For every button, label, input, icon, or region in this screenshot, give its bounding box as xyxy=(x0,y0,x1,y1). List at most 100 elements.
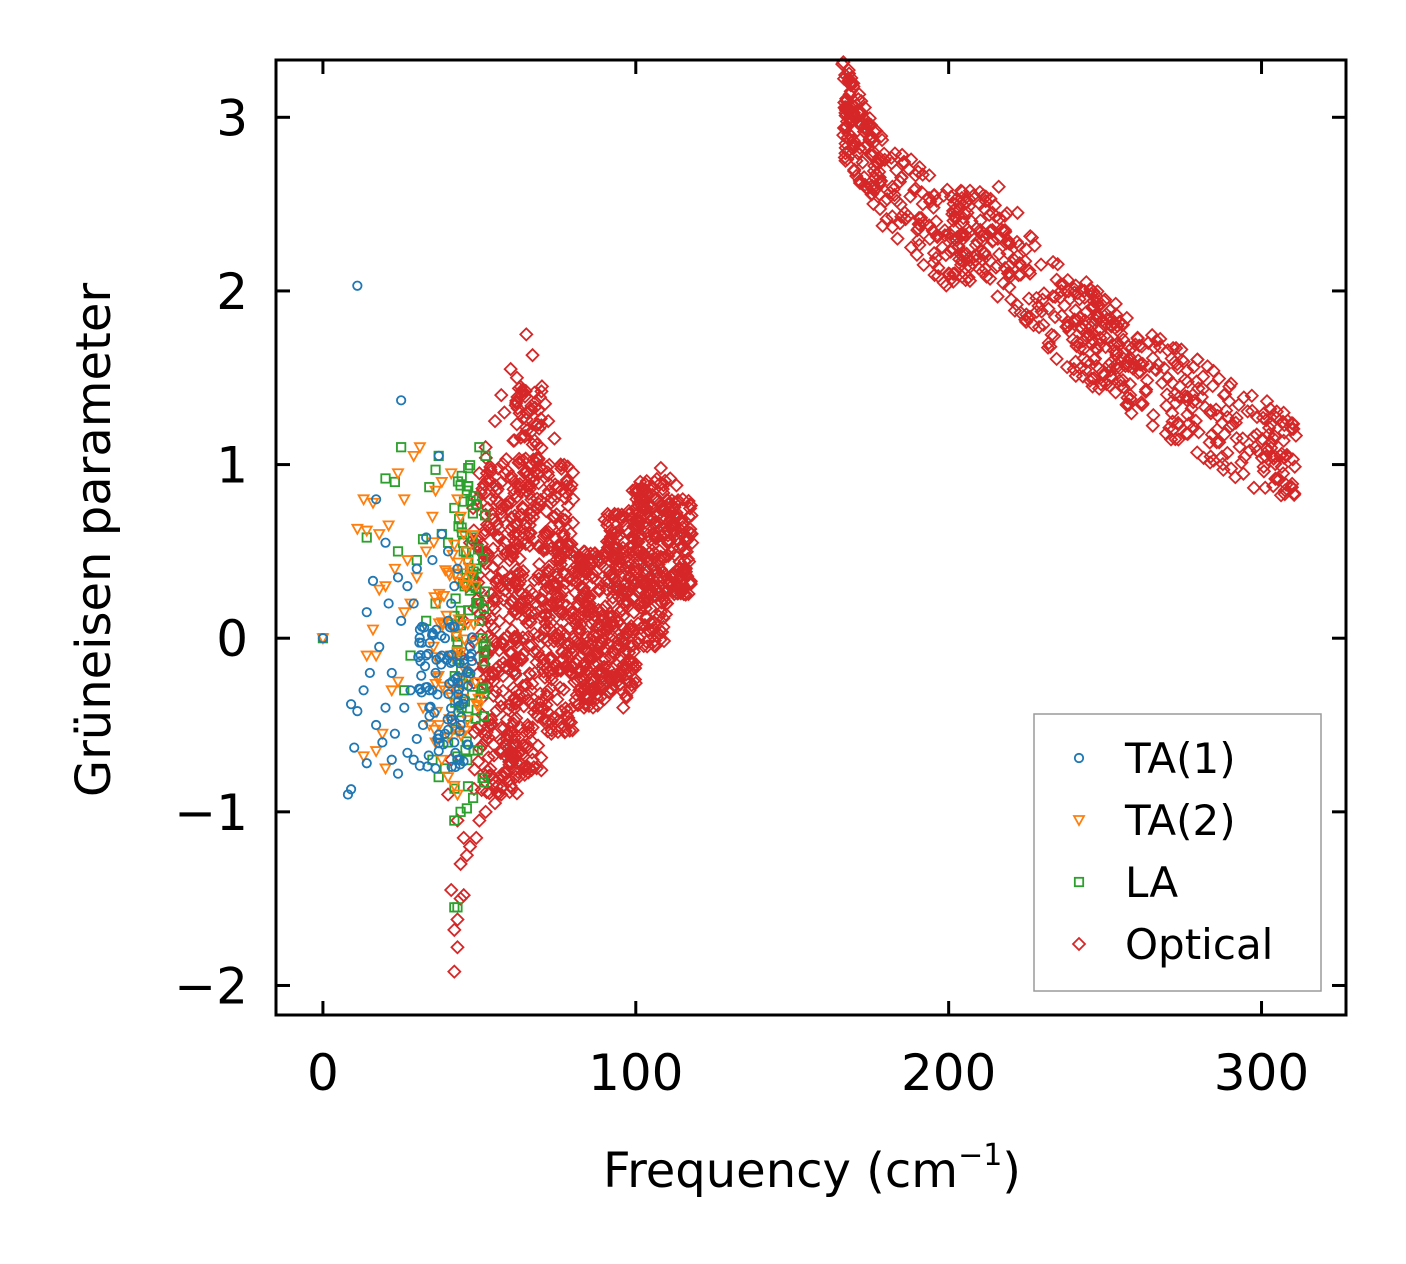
point-optical xyxy=(642,545,657,561)
point-optical xyxy=(1097,292,1113,307)
point-optical xyxy=(948,192,964,207)
point-optical xyxy=(1216,462,1231,478)
point-optical xyxy=(873,128,889,144)
point-optical xyxy=(1054,283,1069,299)
point-optical xyxy=(914,184,929,200)
point-la xyxy=(399,685,410,696)
point-optical xyxy=(521,529,537,545)
point-optical xyxy=(617,517,632,533)
point-optical xyxy=(565,465,581,480)
point-optical xyxy=(1259,441,1275,456)
point-optical xyxy=(595,602,610,618)
point-optical xyxy=(487,601,503,617)
point-optical xyxy=(515,384,531,400)
point-optical xyxy=(530,644,546,660)
point-optical xyxy=(644,586,659,602)
point-optical xyxy=(633,529,649,544)
point-optical xyxy=(477,526,493,541)
point-optical xyxy=(569,652,585,668)
point-optical xyxy=(556,457,572,473)
point-optical xyxy=(1268,471,1283,487)
point-ta1 xyxy=(367,575,379,587)
point-ta2 xyxy=(435,477,449,489)
point-optical xyxy=(538,621,553,636)
point-optical xyxy=(890,231,905,246)
y-tick-label: −2 xyxy=(174,957,248,1015)
point-optical xyxy=(1257,480,1273,496)
point-la xyxy=(468,792,479,804)
point-optical xyxy=(1085,301,1100,316)
point-optical xyxy=(953,257,969,273)
y-tick-label: 3 xyxy=(216,89,248,147)
point-optical xyxy=(558,485,573,500)
point-optical xyxy=(962,192,977,207)
point-optical xyxy=(549,590,564,605)
point-optical xyxy=(1000,245,1015,261)
point-ta1 xyxy=(453,696,464,707)
point-optical xyxy=(591,666,606,682)
point-la xyxy=(396,442,407,453)
point-optical xyxy=(509,393,524,409)
point-la xyxy=(479,688,490,699)
point-ta1 xyxy=(419,661,431,672)
point-optical xyxy=(503,778,518,794)
point-optical xyxy=(486,591,502,606)
point-optical xyxy=(684,508,699,523)
point-optical xyxy=(500,494,516,510)
point-optical xyxy=(846,138,861,154)
point-optical xyxy=(836,127,851,143)
point-optical xyxy=(659,596,675,611)
point-ta2 xyxy=(457,634,471,647)
point-optical xyxy=(547,630,563,646)
point-optical xyxy=(1145,418,1161,433)
point-optical xyxy=(510,764,526,780)
point-optical xyxy=(629,513,644,529)
point-ta1 xyxy=(453,677,464,688)
point-optical xyxy=(540,684,555,699)
point-optical xyxy=(611,582,627,598)
point-ta2 xyxy=(369,650,383,663)
point-optical xyxy=(1083,319,1099,335)
point-ta2 xyxy=(425,511,439,524)
point-optical xyxy=(519,615,535,631)
point-ta2 xyxy=(432,588,446,601)
point-optical xyxy=(1149,333,1164,348)
point-ta1 xyxy=(352,280,363,291)
point-optical xyxy=(622,683,637,698)
point-ta2 xyxy=(447,780,461,793)
point-optical xyxy=(1237,449,1252,465)
point-optical xyxy=(1024,230,1040,245)
point-optical xyxy=(1122,353,1138,368)
point-ta1 xyxy=(383,598,394,609)
point-optical xyxy=(547,509,563,525)
point-optical xyxy=(1170,415,1186,431)
point-ta1 xyxy=(386,667,397,679)
point-optical xyxy=(837,67,853,83)
point-optical xyxy=(574,663,590,679)
point-optical xyxy=(553,536,568,552)
point-optical xyxy=(639,639,655,654)
point-optical xyxy=(1179,363,1195,378)
point-optical xyxy=(475,613,490,628)
point-optical xyxy=(838,108,853,123)
point-optical xyxy=(489,575,504,591)
point-optical xyxy=(512,476,528,492)
point-optical xyxy=(581,698,597,714)
point-ta1 xyxy=(424,685,435,696)
point-optical xyxy=(492,613,507,629)
point-optical xyxy=(1049,272,1064,288)
point-ta2 xyxy=(454,511,468,524)
point-optical xyxy=(851,91,866,107)
point-ta2 xyxy=(450,789,464,802)
point-optical xyxy=(585,601,600,617)
y-axis-label: Grüneisen parameter xyxy=(66,283,122,798)
point-optical xyxy=(514,651,530,667)
point-optical xyxy=(928,250,944,266)
point-optical xyxy=(1010,205,1025,221)
point-optical xyxy=(534,379,550,394)
point-optical xyxy=(1109,344,1124,359)
point-optical xyxy=(456,887,471,903)
point-optical xyxy=(513,430,529,445)
point-optical xyxy=(1200,359,1215,374)
point-optical xyxy=(544,595,560,611)
